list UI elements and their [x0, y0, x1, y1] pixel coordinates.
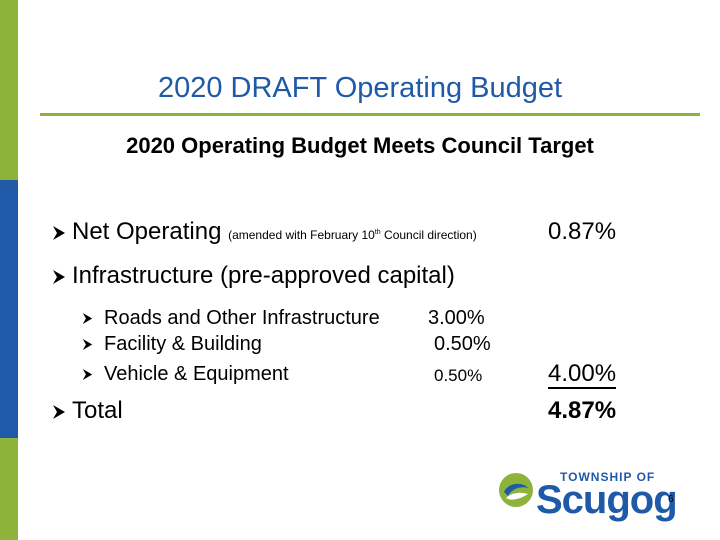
arrowhead-bullet-icon: [53, 226, 65, 240]
township-logo: TOWNSHIP OF Scugog: [498, 468, 678, 524]
bullet-total: Total: [72, 397, 123, 424]
sub-item-vehicle: Vehicle & Equipment: [104, 363, 289, 385]
net-operating-label: Net Operating: [72, 218, 222, 245]
total-value: 4.87%: [548, 397, 617, 424]
sub-item-roads-value: 3.00%: [428, 307, 485, 329]
arrowhead-bullet-icon: [53, 405, 65, 419]
arrowhead-bullet-icon: [82, 369, 93, 380]
sub-item-roads: Roads and Other Infrastructure: [104, 307, 380, 329]
left-accent-bar-blue: [0, 180, 18, 438]
net-operating-value: 0.87%: [548, 218, 617, 245]
left-accent-bar-green-bottom: [0, 438, 18, 540]
slide-subtitle: 2020 Operating Budget Meets Council Targ…: [126, 133, 594, 158]
sub-item-facility: Facility & Building: [104, 333, 262, 355]
arrowhead-bullet-icon: [53, 270, 65, 284]
left-accent-bar-green: [0, 0, 18, 180]
arrowhead-bullet-icon: [82, 339, 93, 350]
logo-main-text: Scugog: [536, 478, 678, 522]
infrastructure-subtotal: 4.00%: [548, 360, 617, 389]
title-underline: [40, 113, 700, 116]
net-operating-note: (amended with February 10th Council dire…: [228, 228, 477, 242]
bullet-net-operating: Net Operating (amended with February 10t…: [72, 218, 477, 246]
scugog-swirl-logo-icon: [499, 473, 533, 507]
bullet-infrastructure: Infrastructure (pre-approved capital): [72, 262, 455, 289]
page-number: 6: [668, 494, 674, 505]
arrowhead-bullet-icon: [82, 313, 93, 324]
sub-item-vehicle-value: 0.50%: [434, 366, 483, 385]
sub-item-facility-value: 0.50%: [434, 333, 491, 355]
slide-title: 2020 DRAFT Operating Budget: [157, 72, 563, 104]
logo-top-text: TOWNSHIP OF: [560, 470, 656, 484]
